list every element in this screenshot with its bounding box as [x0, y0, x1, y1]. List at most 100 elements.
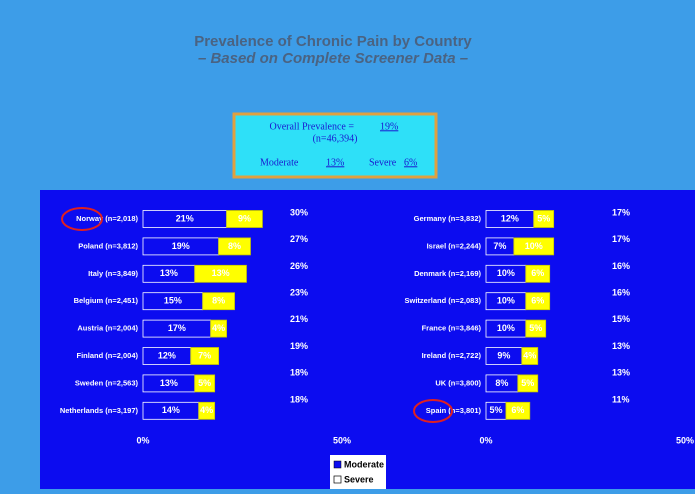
value-label: 5% — [489, 405, 502, 415]
category-label: UK (n=3,800) — [435, 378, 481, 387]
x-tick-label: 0% — [136, 435, 149, 445]
value-label: 5% — [529, 323, 542, 333]
value-label: 19% — [172, 241, 190, 251]
value-label: 6% — [531, 268, 544, 278]
plots: 0% 50% Norway (n=2,018) 21% 9% 30% Poland (n=3… — [60, 207, 694, 445]
category-label: Denmark (n=2,169) — [414, 269, 481, 278]
category-label: Israel (n=2,244) — [427, 241, 482, 250]
total-label: 27% — [290, 234, 308, 244]
category-label: Spain (n=3,801) — [426, 406, 482, 415]
category-label: Belgium (n=2,451) — [74, 296, 139, 305]
title: Prevalence of Chronic Pain by Country — [194, 33, 472, 50]
value-label: 21% — [176, 213, 194, 223]
bar-segment — [525, 319, 547, 338]
total-label: 21% — [290, 314, 308, 324]
value-label: 5% — [521, 378, 534, 388]
value-label: 13% — [160, 268, 178, 278]
value-label: 8% — [495, 378, 508, 388]
summary-label: Severe — [369, 157, 397, 168]
value-label: 5% — [198, 378, 211, 388]
summary-label: Moderate — [260, 157, 299, 168]
legend-label: Moderate — [344, 459, 384, 469]
category-label: Germany (n=3,832) — [414, 214, 482, 223]
summary-value: 6% — [404, 157, 417, 168]
bar-segment — [517, 374, 539, 393]
bar-segment — [513, 237, 555, 256]
bar-segment — [194, 374, 216, 393]
category-label: Austria (n=2,004) — [77, 324, 138, 333]
bar-segment — [194, 264, 247, 283]
category-label: France (n=3,846) — [422, 324, 482, 333]
value-label: 10% — [525, 241, 543, 251]
bar-segment — [521, 347, 539, 365]
x-tick-label: 50% — [676, 435, 694, 445]
value-label: 5% — [537, 213, 550, 223]
total-label: 17% — [612, 207, 630, 217]
x-tick-label: 0% — [479, 435, 492, 445]
value-label: 17% — [168, 323, 186, 333]
value-label: 4% — [523, 350, 536, 360]
total-label: 18% — [290, 368, 308, 378]
value-label: 6% — [511, 405, 524, 415]
summary-label: Overall Prevalence = — [270, 121, 355, 132]
summary-n: (n=46,394) — [313, 133, 358, 144]
value-label: 13% — [212, 268, 230, 278]
bar-segment — [198, 401, 216, 420]
x-tick-label: 50% — [333, 435, 351, 445]
value-label: 10% — [497, 296, 515, 306]
total-label: 11% — [612, 394, 630, 404]
total-label: 30% — [290, 207, 308, 217]
bar-segment — [226, 210, 263, 228]
total-label: 18% — [290, 394, 308, 404]
highlight-circle — [61, 207, 103, 231]
legend-swatch — [333, 475, 342, 484]
value-label: 13% — [160, 378, 178, 388]
value-label: 7% — [493, 241, 506, 251]
category-label: Sweden (n=2,563) — [75, 378, 139, 387]
category-label: Ireland (n=2,722) — [422, 351, 482, 360]
summary-value: 13% — [326, 157, 344, 168]
value-label: 15% — [164, 296, 182, 306]
value-label: 10% — [497, 268, 515, 278]
value-label: 9% — [238, 213, 251, 223]
value-label: 7% — [198, 350, 211, 360]
bar-segment — [218, 237, 251, 256]
legend-label: Severe — [344, 474, 374, 484]
value-label: 9% — [497, 350, 510, 360]
category-label: Poland (n=3,812) — [78, 241, 138, 250]
category-label: Norway (n=2,018) — [76, 214, 138, 223]
summary-value: 19% — [380, 121, 398, 132]
value-label: 4% — [212, 323, 225, 333]
bar-segment — [202, 292, 235, 311]
total-label: 16% — [612, 261, 630, 271]
legend-swatch — [333, 460, 342, 469]
category-label: Italy (n=3,849) — [88, 269, 138, 278]
subtitle: – Based on Complete Screener Data – — [198, 50, 468, 67]
category-label: Netherlands (n=3,197) — [60, 406, 139, 415]
total-label: 19% — [290, 341, 308, 351]
value-label: 12% — [501, 213, 519, 223]
bar-segment — [533, 210, 555, 228]
total-label: 16% — [612, 287, 630, 297]
bar-segment — [190, 347, 220, 365]
total-label: 15% — [612, 314, 630, 324]
total-label: 13% — [612, 341, 630, 351]
bar-segment — [525, 264, 551, 283]
total-label: 17% — [612, 234, 630, 244]
bar-segment — [505, 401, 531, 420]
value-label: 4% — [200, 405, 213, 415]
value-label: 12% — [158, 350, 176, 360]
value-label: 10% — [497, 323, 515, 333]
category-label: Switzerland (n=2,083) — [405, 296, 482, 305]
highlight-circle — [413, 399, 453, 423]
bar-segment — [525, 292, 551, 311]
total-label: 13% — [612, 368, 630, 378]
value-label: 8% — [212, 296, 225, 306]
value-label: 6% — [531, 296, 544, 306]
total-label: 26% — [290, 261, 308, 271]
summary-box — [232, 112, 438, 179]
category-label: Finland (n=2,004) — [77, 351, 139, 360]
value-label: 8% — [228, 241, 241, 251]
value-label: 14% — [162, 405, 180, 415]
